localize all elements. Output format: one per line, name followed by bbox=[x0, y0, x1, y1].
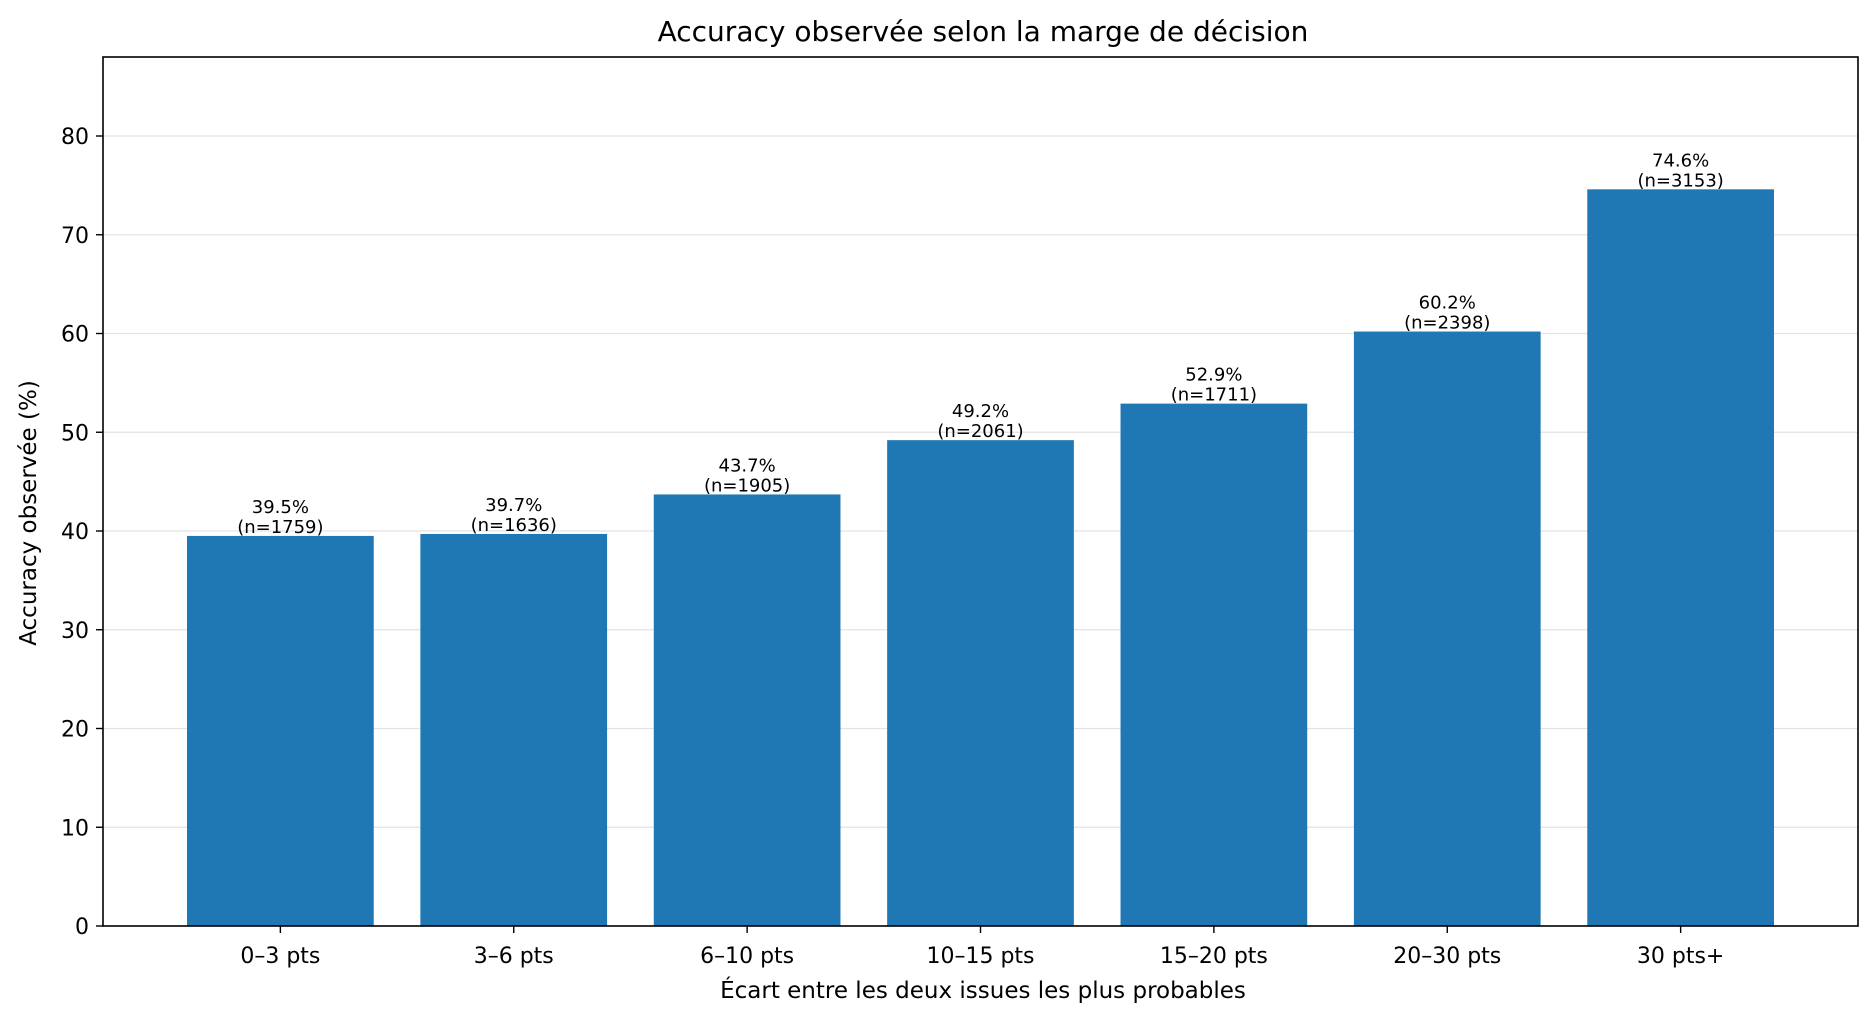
bar-count-label: (n=1711) bbox=[1171, 385, 1257, 406]
x-axis-title: Écart entre les deux issues les plus pro… bbox=[720, 976, 1246, 1004]
y-tick-label: 60 bbox=[61, 323, 89, 348]
bar-value-label: 39.7% bbox=[485, 495, 542, 516]
bar-value-label: 49.2% bbox=[952, 401, 1009, 422]
x-tick-label: 20–30 pts bbox=[1393, 944, 1501, 969]
bar-count-label: (n=2061) bbox=[937, 421, 1023, 442]
bar-count-label: (n=1905) bbox=[704, 475, 790, 496]
bar bbox=[1353, 331, 1541, 926]
x-tick-label: 6–10 pts bbox=[700, 944, 794, 969]
bar-count-label: (n=1636) bbox=[471, 515, 557, 536]
bar bbox=[1120, 403, 1308, 926]
x-tick-label: 3–6 pts bbox=[474, 944, 554, 969]
bar bbox=[420, 533, 608, 926]
axes: 0 10 20 30 40 50 60 70 80 0–3 pts 3–6 pts 6–10 pts 1… bbox=[61, 56, 1859, 969]
y-tick-label: 30 bbox=[61, 619, 89, 644]
x-tick-label: 15–20 pts bbox=[1160, 944, 1268, 969]
bars bbox=[187, 189, 1774, 926]
y-tick-label: 20 bbox=[61, 718, 89, 743]
bar-value-label: 43.7% bbox=[719, 455, 776, 476]
bar-labels: 39.5%(n=1759) 39.7%(n=1636) 43.7%(n=1905) 4… bbox=[237, 150, 1724, 538]
bar-count-label: (n=1759) bbox=[237, 517, 323, 538]
y-tick-label: 0 bbox=[75, 915, 89, 940]
bar-value-label: 74.6% bbox=[1652, 150, 1709, 171]
bar-value-label: 52.9% bbox=[1185, 365, 1242, 386]
bar bbox=[653, 494, 841, 926]
bar-count-label: (n=3153) bbox=[1637, 170, 1723, 191]
y-tick-label: 40 bbox=[61, 520, 89, 545]
y-tick-label: 80 bbox=[61, 125, 89, 150]
x-tick-label: 10–15 pts bbox=[926, 944, 1034, 969]
x-tick-label: 30 pts+ bbox=[1637, 944, 1724, 969]
bar-value-label: 39.5% bbox=[252, 497, 309, 518]
chart-title: Accuracy observée selon la marge de déci… bbox=[658, 15, 1309, 48]
bar bbox=[887, 440, 1074, 926]
bar-count-label: (n=2398) bbox=[1404, 313, 1490, 334]
bar bbox=[187, 535, 374, 926]
bar-value-label: 60.2% bbox=[1419, 293, 1476, 314]
bar bbox=[1587, 189, 1774, 926]
y-tick-label: 10 bbox=[61, 816, 89, 841]
x-tick-label: 0–3 pts bbox=[240, 944, 320, 969]
y-tick-label: 70 bbox=[61, 224, 89, 249]
y-tick-label: 50 bbox=[61, 421, 89, 446]
y-axis-title: Accuracy observée (%) bbox=[16, 380, 42, 646]
